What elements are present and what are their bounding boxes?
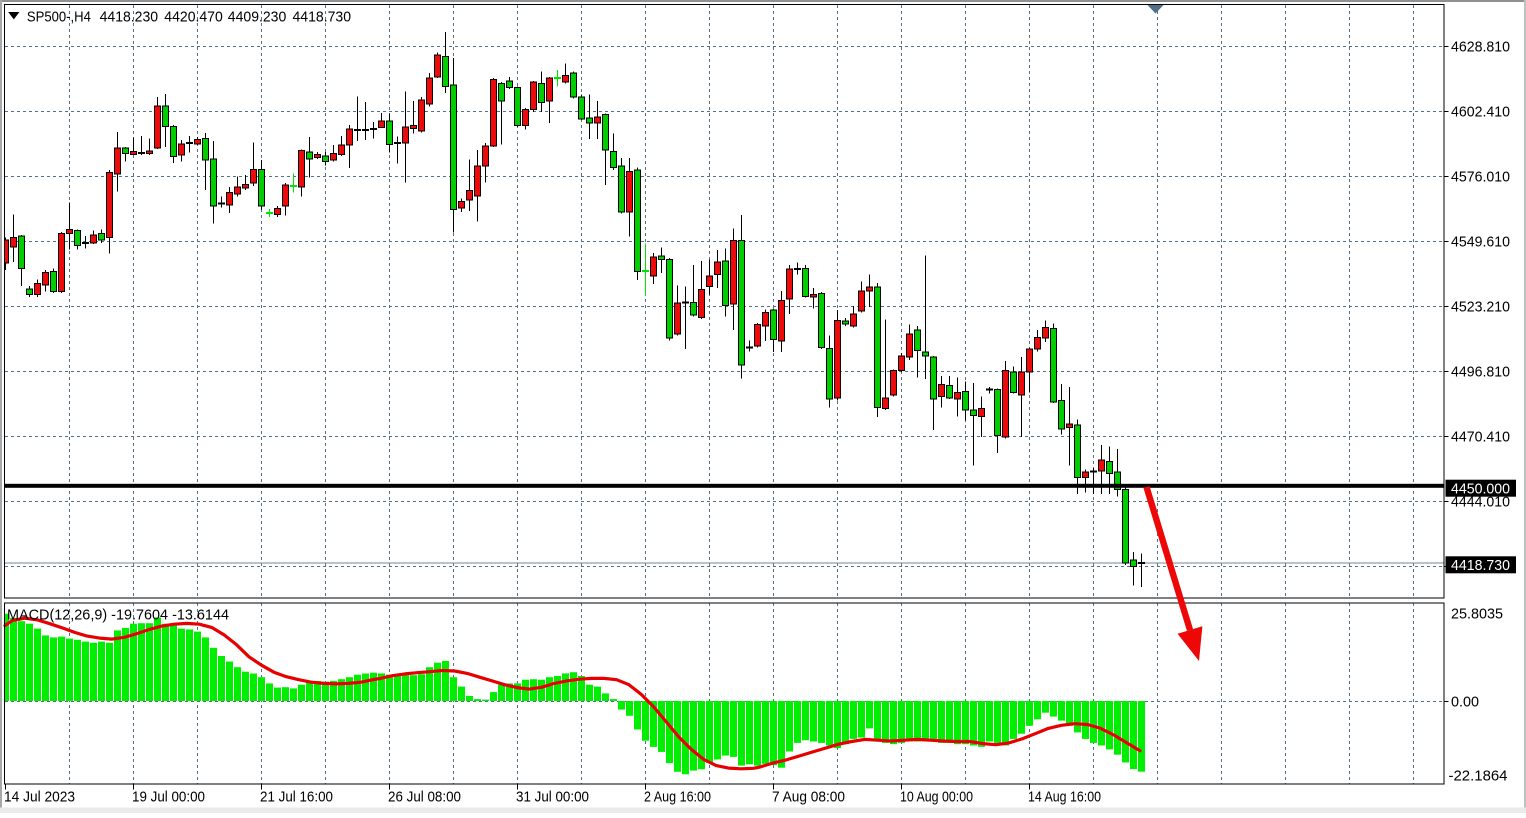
svg-text:4496.810: 4496.810 [1451,364,1510,381]
svg-text:MACD(12,26,9) -19.7604 -13.614: MACD(12,26,9) -19.7604 -13.6144 [7,607,229,624]
svg-text:0.00: 0.00 [1451,694,1479,711]
svg-text:4602.410: 4602.410 [1451,104,1510,121]
svg-text:19 Jul 00:00: 19 Jul 00:00 [132,789,205,806]
svg-text:25.8035: 25.8035 [1451,606,1503,623]
svg-text:4418.730: 4418.730 [1451,557,1510,574]
svg-text:4418.230: 4418.230 [100,8,159,25]
svg-text:26 Jul 08:00: 26 Jul 08:00 [388,789,461,806]
svg-text:21 Jul 16:00: 21 Jul 16:00 [260,789,333,806]
svg-text:2 Aug 16:00: 2 Aug 16:00 [644,789,711,806]
svg-text:4450.000: 4450.000 [1451,481,1510,498]
svg-text:31 Jul 00:00: 31 Jul 00:00 [516,789,589,806]
svg-text:4470.410: 4470.410 [1451,429,1510,446]
svg-text:14 Aug 16:00: 14 Aug 16:00 [1028,789,1101,806]
svg-text:7 Aug 08:00: 7 Aug 08:00 [772,789,845,806]
svg-text:SP500-,H4: SP500-,H4 [27,8,91,25]
svg-text:-22.1864: -22.1864 [1449,768,1508,785]
svg-text:4409.230: 4409.230 [228,8,286,25]
svg-text:4549.610: 4549.610 [1451,234,1510,251]
svg-text:4628.810: 4628.810 [1451,39,1510,56]
svg-text:10 Aug 00:00: 10 Aug 00:00 [900,789,973,806]
svg-text:4523.210: 4523.210 [1451,299,1510,316]
svg-text:14 Jul 2023: 14 Jul 2023 [4,789,75,806]
svg-text:4420.470: 4420.470 [164,8,223,25]
svg-text:4418.730: 4418.730 [293,8,352,25]
svg-text:4576.010: 4576.010 [1451,169,1510,186]
svg-text:4444.010: 4444.010 [1451,494,1510,511]
